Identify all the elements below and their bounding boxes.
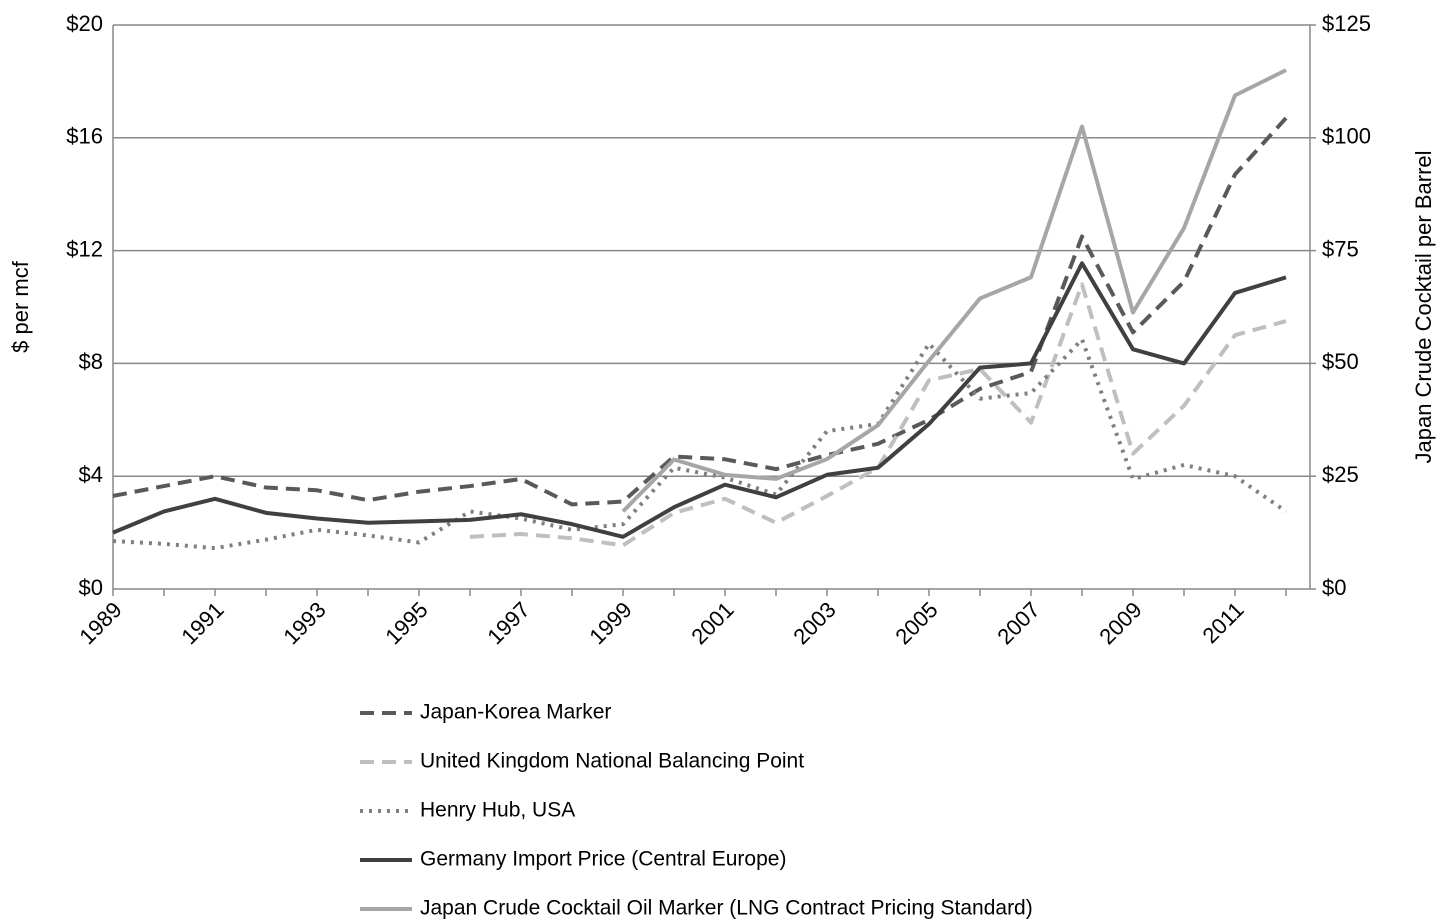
x-tick-label: 2011 — [1198, 597, 1249, 648]
series-line — [112, 116, 1288, 507]
y-tick-label: $0 — [79, 575, 103, 600]
legend-label: Japan Crude Cocktail Oil Marker (LNG Con… — [420, 897, 1033, 920]
x-tick-label: 2009 — [1094, 597, 1146, 649]
x-tick-label: 1989 — [74, 597, 126, 649]
series-line — [469, 282, 1287, 548]
x-tick-label: 1997 — [482, 597, 534, 649]
x-tick-label: 1991 — [176, 597, 228, 649]
series-line — [112, 261, 1287, 539]
x-tick-label: 2005 — [890, 597, 942, 649]
y-tick-label: $12 — [66, 236, 103, 261]
y2-tick-label: $125 — [1322, 11, 1371, 36]
y-tick-label: $16 — [66, 124, 103, 149]
legend-label: Henry Hub, USA — [420, 799, 575, 822]
y2-tick-label: $50 — [1322, 349, 1359, 374]
legend-label: Germany Import Price (Central Europe) — [420, 848, 786, 871]
x-tick-label: 1993 — [278, 597, 330, 649]
y-tick-label: $8 — [79, 349, 103, 374]
y2-axis-label: Japan Crude Cocktail per Barrel — [1411, 150, 1436, 463]
y-tick-label: $20 — [66, 11, 103, 36]
x-tick-label: 1999 — [584, 597, 636, 649]
x-tick-label: 1995 — [380, 597, 432, 649]
x-tick-label: 2007 — [992, 597, 1044, 649]
y2-tick-label: $100 — [1322, 124, 1371, 149]
y2-tick-label: $75 — [1322, 236, 1359, 261]
x-tick-label: 2001 — [686, 597, 738, 649]
series-line — [621, 68, 1287, 513]
legend: Japan-Korea Marker United Kingdom Nationa… — [360, 701, 1033, 920]
y2-tick-label: $25 — [1322, 462, 1359, 487]
legend-label: Japan-Korea Marker — [420, 701, 611, 724]
y-tick-label: $4 — [79, 462, 103, 487]
y-axis-label: $ per mcf — [8, 260, 33, 353]
y2-tick-label: $0 — [1322, 575, 1346, 600]
x-tick-label: 2003 — [788, 597, 840, 649]
legend-label: United Kingdom National Balancing Point — [420, 750, 804, 773]
